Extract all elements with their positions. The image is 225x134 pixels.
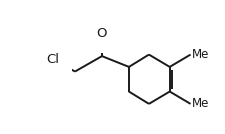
Text: Me: Me xyxy=(191,97,209,110)
Text: Cl: Cl xyxy=(45,53,58,66)
Text: O: O xyxy=(96,27,107,40)
Text: Me: Me xyxy=(191,48,209,61)
